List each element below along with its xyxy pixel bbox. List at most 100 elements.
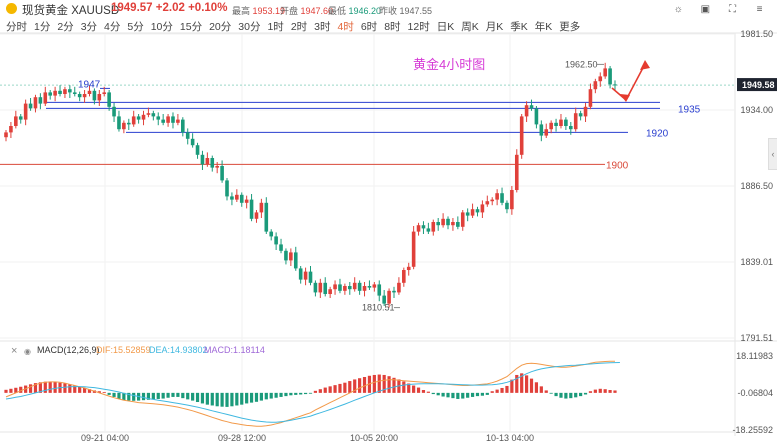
candle-body [495,193,499,200]
period-tab-10[interactable]: 1时 [267,21,284,33]
candle-body [559,119,563,127]
period-tab-4[interactable]: 4分 [104,21,121,33]
macd-hist-bar [195,392,200,403]
macd-hist-bar [554,392,558,397]
macd-hist-bar [495,389,499,393]
candle-body [53,90,57,96]
candle-body [505,202,509,210]
period-tab-0[interactable]: 分时 [6,21,27,33]
macd-hist-bar [68,384,72,393]
macd-hist-bar [38,382,42,393]
price-tick-label: 1839.01 [740,257,773,267]
pullback-arrow-head [620,94,630,102]
period-tab-21[interactable]: 年K [534,21,553,33]
candle-body [244,199,249,203]
macd-hist-bar [9,388,13,393]
collapse-side-panel-button[interactable]: ‹ [768,138,777,170]
candle-body [14,116,18,127]
candle-body [446,218,450,226]
candle-body [122,122,126,130]
macd-hist-bar [524,375,529,393]
macd-hist-bar [362,376,367,393]
level-1935-label: 1935 [678,104,701,115]
fullscreen-icon[interactable]: ⛶ [728,4,736,15]
price-tick-label: 1934.00 [740,105,773,115]
candle-body [259,202,264,213]
macd-hist-bar [574,392,578,398]
period-tab-3[interactable]: 3分 [80,21,98,33]
candle-body [598,76,603,82]
macd-dif-line [5,360,615,427]
macd-hist-bar [318,389,322,393]
macd-hist-bar [510,379,514,393]
macd-hist-bar [107,392,111,395]
period-tabs: 分时 1分 2分 3分 4分 5分 10分 15分 20分 30分 1时 2时 3时 4时 6时 8时 12时日… [6,19,587,34]
high-price-label: 1962.50 [565,59,598,69]
low-price-label: 1810.51 [362,303,395,313]
macd-hist-bar [520,373,524,393]
candle-body [166,116,170,123]
macd-hist-bar [308,392,313,394]
candle-body [205,158,210,165]
macd-dif-value: DIF:15.52859 [96,345,151,355]
macd-hist-bar [382,374,386,393]
settings-icon[interactable]: ≡ [756,4,763,15]
period-tab-12[interactable]: 3时 [314,21,331,33]
zoom-icon[interactable]: ▣ [700,4,711,15]
macd-label: MACD(12,26,9) [37,345,100,355]
candle-body [279,244,283,251]
period-tab-9[interactable]: 30分 [238,21,261,33]
macd-hist-bar [603,389,607,393]
candle-body [126,122,131,125]
macd-hist-bar [539,386,543,393]
period-tab-18[interactable]: 周K [461,21,479,33]
period-tab-17[interactable]: 日K [436,21,455,33]
macd-close-icon: × [11,345,17,357]
period-tab-15[interactable]: 8时 [384,21,401,33]
macd-hist-bar [313,390,318,393]
candle-body [117,116,121,130]
sun-icon[interactable]: ☼ [673,4,683,15]
candle-body [82,94,87,98]
macd-hist-bar [127,392,131,401]
candle-body [102,92,107,95]
period-tab-6[interactable]: 10分 [150,21,173,33]
candle-body [529,105,534,109]
macd-hist-bar [102,392,106,393]
candle-body [490,199,495,202]
candle-body [230,196,234,200]
period-tab-5[interactable]: 5分 [127,21,144,33]
period-tab-14[interactable]: 6时 [360,21,378,33]
period-tab-11[interactable]: 2时 [290,21,308,33]
candle-body [215,166,219,168]
time-tick-label: 09-21 04:00 [81,433,129,443]
macd-hist-bar [500,387,504,393]
period-tab-22[interactable]: 更多 [559,21,581,33]
period-tab-1[interactable]: 1分 [34,21,51,33]
macd-hist-bar [284,392,288,397]
period-tab-2[interactable]: 2分 [57,21,74,33]
macd-hist-bar [132,392,136,401]
period-tab-7[interactable]: 15分 [179,21,203,33]
candle-body [38,97,43,104]
macd-hist-bar [78,386,82,393]
period-tab-16[interactable]: 12时 [407,21,430,33]
macd-hist-bar [303,392,308,395]
macd-hist-bar [323,387,327,393]
candle-body [48,92,53,96]
level-1947-label: 1947 [78,79,101,90]
macd-hist-bar [426,391,430,393]
macd-hist-bar [245,392,249,404]
candle-body [436,222,440,226]
macd-hist-bar [264,392,268,400]
period-tab-8[interactable]: 20分 [209,21,232,33]
candle-body [387,290,391,304]
period-tab-19[interactable]: 月K [485,21,504,33]
candle-body [161,119,165,123]
candle-body [402,270,406,283]
macd-hist-bar [480,392,484,396]
candle-body [338,284,342,291]
macd-hist-bar [446,392,450,398]
period-tab-13[interactable]: 4时 [337,21,354,33]
period-tab-20[interactable]: 季K [510,21,528,33]
